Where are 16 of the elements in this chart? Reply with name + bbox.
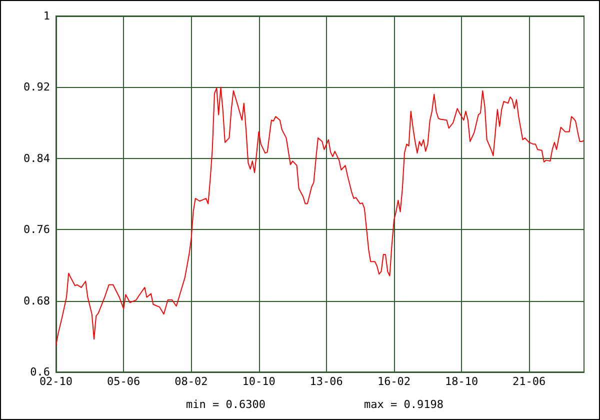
text: max = 0.9198 (364, 398, 444, 411)
x-tick-label: 13-06 (310, 375, 343, 388)
x-tick-label: 21-06 (512, 375, 546, 388)
x-tick-label: 08-02 (174, 375, 208, 388)
y-tick-label: 0.92 (24, 80, 50, 94)
x-tick-label: 16-02 (377, 375, 411, 388)
x-tick-label: 10-10 (242, 375, 276, 388)
text: min = 0.6300 (186, 398, 266, 411)
x-tick-label: 05-06 (107, 375, 140, 388)
line-series (56, 86, 584, 346)
x-tick-label: 18-10 (444, 375, 478, 388)
y-tick-label: 0.84 (24, 152, 50, 165)
x-tick-label: 02-10 (39, 375, 73, 388)
y-tick-label: 0.76 (24, 223, 50, 236)
y-tick-label: 1 (43, 10, 50, 22)
y-tick-label: 0.68 (24, 294, 50, 308)
